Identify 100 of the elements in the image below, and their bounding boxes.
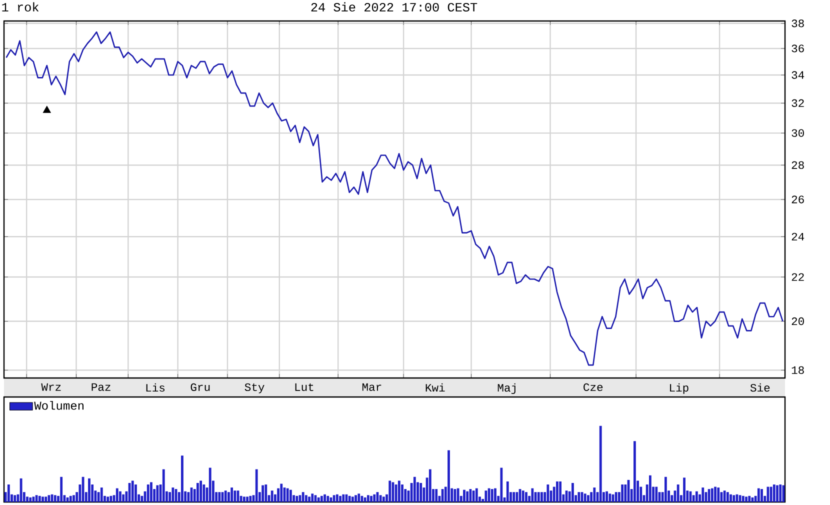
bar: [69, 496, 72, 502]
bar: [593, 488, 596, 502]
chart-title: 1 rok: [2, 2, 39, 12]
bar: [714, 486, 716, 502]
bar: [224, 490, 227, 502]
bar: [255, 469, 258, 502]
bar: [324, 494, 326, 502]
bar: [296, 496, 298, 502]
bar: [726, 492, 729, 502]
legend-label: Wolumen: [34, 400, 84, 410]
y-tick-label: 26: [792, 196, 804, 204]
bar: [42, 496, 44, 502]
bar: [757, 488, 760, 502]
bar: [633, 441, 636, 502]
x-tick-label: Cze: [584, 383, 603, 392]
bar: [289, 490, 292, 502]
bar: [200, 480, 202, 502]
bar: [540, 492, 543, 502]
bar: [710, 488, 714, 502]
bar: [525, 492, 528, 502]
x-tick-label: Sie: [750, 383, 770, 392]
bar: [469, 489, 472, 502]
bar: [559, 481, 562, 502]
bar: [339, 496, 342, 502]
bar: [218, 492, 221, 502]
bar: [702, 488, 704, 502]
bar: [351, 496, 354, 502]
x-tick-label: Kwi: [426, 383, 445, 392]
bar: [146, 484, 150, 502]
bar: [516, 492, 518, 502]
bar: [196, 482, 199, 502]
bar: [624, 484, 627, 502]
bar: [760, 489, 763, 502]
bar: [119, 491, 122, 502]
bar: [382, 496, 385, 502]
bar: [463, 490, 466, 502]
bar: [326, 496, 330, 502]
bar: [772, 484, 776, 502]
bar: [717, 488, 720, 502]
bar: [366, 495, 370, 502]
bar: [398, 480, 400, 502]
bar: [614, 492, 618, 502]
bar: [29, 497, 32, 502]
x-tick-label: Gru: [190, 383, 210, 392]
bar: [286, 488, 289, 502]
bar: [302, 492, 304, 502]
bar: [745, 496, 748, 502]
bar: [20, 478, 22, 502]
bar: [401, 484, 404, 502]
bar: [448, 450, 450, 502]
bar: [587, 495, 590, 502]
bar: [435, 489, 438, 502]
x-tick-label: Mar: [362, 383, 382, 391]
y-tick-label: 28: [792, 161, 804, 169]
bar: [234, 490, 236, 502]
bar: [246, 496, 248, 502]
bar: [332, 495, 336, 502]
x-tick-label: Lis: [146, 383, 165, 392]
x-tick-label: Lut: [295, 383, 314, 391]
bar: [370, 496, 372, 502]
bar: [264, 484, 268, 502]
bar: [208, 468, 212, 502]
bar: [280, 484, 283, 502]
bar: [606, 491, 608, 502]
bar: [546, 484, 550, 502]
y-tick-label: 38: [792, 20, 804, 28]
bar: [122, 494, 125, 502]
bar: [162, 469, 165, 502]
bar: [676, 484, 680, 502]
bar: [506, 481, 509, 502]
bar: [100, 488, 103, 502]
bar: [44, 496, 48, 502]
bar: [38, 496, 41, 502]
x-tick-label: Maj: [498, 383, 516, 394]
bar: [131, 480, 134, 502]
bar: [738, 495, 742, 502]
bar: [584, 494, 586, 502]
bar: [494, 488, 496, 502]
bar: [723, 490, 726, 502]
y-tick-label: 18: [792, 366, 804, 374]
bar: [54, 495, 56, 502]
bar: [364, 497, 366, 502]
bar: [522, 490, 524, 502]
bar: [413, 476, 416, 502]
x-tick-label: Wrz: [41, 383, 61, 391]
bar: [140, 496, 144, 502]
bar: [692, 495, 695, 502]
bar: [7, 484, 10, 502]
bar: [742, 496, 744, 502]
y-tick-label: 30: [792, 129, 804, 137]
bar: [537, 492, 540, 502]
bar: [608, 494, 612, 502]
bar: [134, 484, 137, 502]
y-tick-label: 34: [792, 71, 804, 79]
bar: [512, 492, 516, 502]
bar: [490, 489, 494, 502]
bar: [648, 475, 652, 502]
bar: [72, 495, 75, 502]
bar: [317, 497, 320, 502]
bar: [379, 495, 382, 502]
